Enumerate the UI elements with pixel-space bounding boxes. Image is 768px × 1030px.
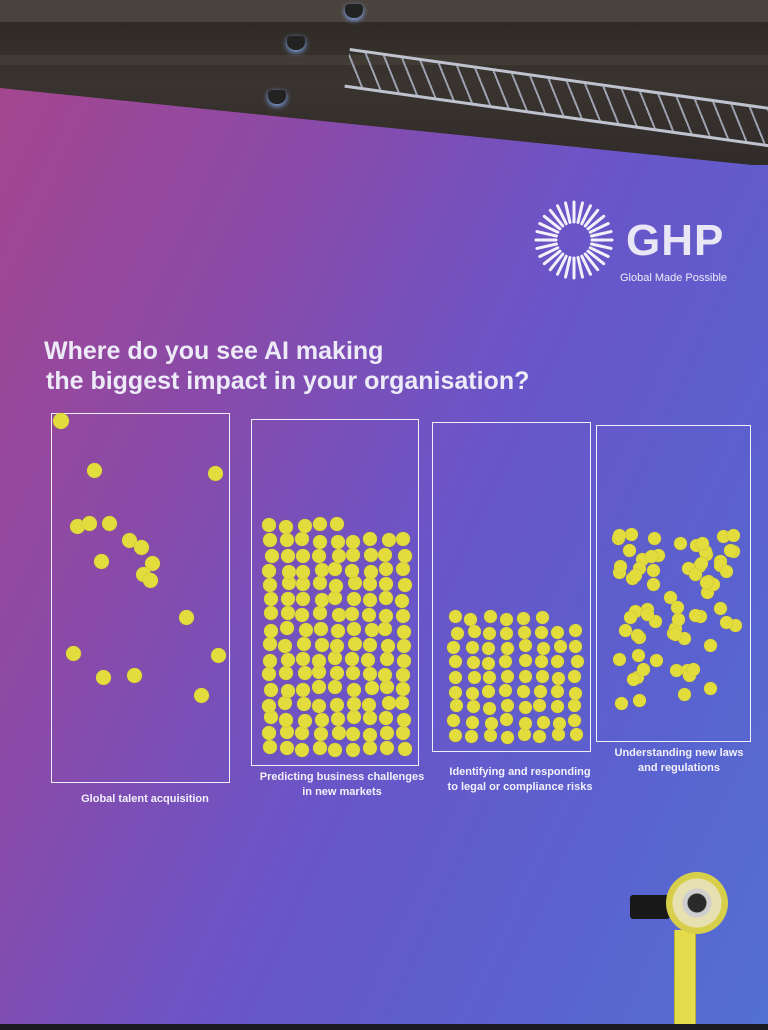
- sunburst-ray: [590, 230, 613, 238]
- column-label-business-challenges: Predicting business challenges in new ma…: [251, 770, 433, 800]
- brand-logo: GHP Global Made Possible: [532, 198, 732, 290]
- column-label-line: Identifying and responding: [449, 766, 591, 778]
- poll-question: Where do you see AI making the biggest i…: [44, 336, 604, 396]
- sunburst-ray: [564, 201, 572, 224]
- poll-column-compliance: [432, 422, 591, 752]
- sticker-roll[interactable]: [666, 872, 728, 934]
- question-line-2: the biggest impact in your organisation?: [46, 367, 530, 395]
- ceiling-lamp: [345, 4, 363, 18]
- poll-column-talent: [51, 413, 230, 783]
- question-line-1: Where do you see AI making: [44, 337, 384, 365]
- sunburst-ray: [583, 208, 600, 228]
- sunburst-ray: [538, 246, 560, 258]
- sunburst-ray: [538, 222, 560, 234]
- sunburst-ray: [556, 204, 568, 226]
- sunburst-ray: [535, 230, 558, 238]
- sunburst-ray: [576, 201, 584, 224]
- sticker-strip: [674, 930, 696, 1024]
- sunburst-ray: [542, 214, 562, 231]
- ceiling-beam: [0, 0, 768, 22]
- sunburst-ray: [580, 204, 592, 226]
- sunburst-ray: [580, 254, 592, 276]
- column-label-line: to legal or compliance risks: [447, 781, 593, 793]
- sunburst-ray: [576, 256, 584, 279]
- sunburst-ray: [548, 208, 565, 228]
- poll-column-business-challenges: [251, 419, 419, 766]
- sticker-roll-holder: [630, 895, 670, 919]
- sunburst-ray: [535, 242, 558, 250]
- sunburst-ray: [588, 246, 610, 258]
- sunburst-ray: [586, 214, 606, 231]
- ceiling-lamp: [287, 36, 305, 50]
- sunburst-ray: [586, 249, 606, 266]
- sunburst-ray: [564, 256, 572, 279]
- ceiling-lamp: [268, 90, 286, 104]
- sunburst-ray: [588, 222, 610, 234]
- brand-tagline: Global Made Possible: [620, 272, 728, 284]
- sunburst-icon: [534, 200, 614, 280]
- column-label-line: in new markets: [302, 786, 382, 798]
- poll-column-laws: [596, 425, 751, 742]
- sunburst-ray: [556, 254, 568, 276]
- sunburst-ray: [590, 242, 613, 250]
- column-label-laws: Understanding new laws and regulations: [596, 746, 762, 776]
- column-label-compliance: Identifying and responding to legal or c…: [432, 765, 608, 795]
- sunburst-ray: [542, 249, 562, 266]
- column-label-line: and regulations: [638, 762, 720, 774]
- brand-name: GHP: [626, 216, 725, 265]
- sunburst-ray: [548, 252, 565, 272]
- column-label-line: Global talent acquisition: [81, 793, 209, 805]
- column-label-line: Understanding new laws: [614, 747, 744, 759]
- sunburst-ray: [583, 252, 600, 272]
- column-label-talent: Global talent acquisition: [51, 792, 239, 807]
- column-label-line: Predicting business challenges: [259, 771, 425, 783]
